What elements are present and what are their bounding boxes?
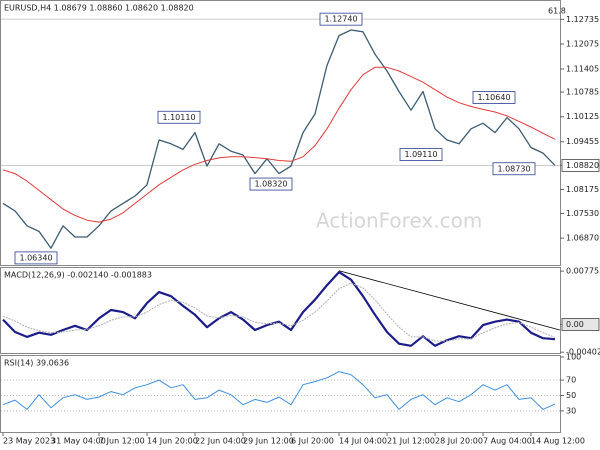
- annotation-label: 1.08320: [254, 180, 287, 189]
- macd-panel: [0, 267, 561, 354]
- x-tick-label: 6 Jul 20:00: [291, 437, 334, 446]
- x-tick-label: 14 Jun 20:00: [147, 437, 198, 446]
- y-tick-label: 1.09455: [566, 137, 599, 146]
- macd-title: MACD(12,26,9) -0.002140 -0.001883: [4, 271, 152, 280]
- y-tick-label: 1.06870: [566, 234, 599, 243]
- annotation-label: 1.10640: [477, 93, 510, 102]
- y-tick-label: 1.10125: [566, 112, 599, 121]
- y-tick-label: 70: [566, 376, 576, 385]
- series-line: [2, 371, 556, 410]
- y-tick-label: 1.07530: [566, 209, 599, 218]
- annotation-label: 1.06340: [19, 253, 52, 262]
- annotation-label: 1.08730: [497, 164, 530, 173]
- y-tick-label: 1.11405: [566, 64, 599, 73]
- y-tick-label: 0.007753: [566, 267, 600, 276]
- annotation-box: [249, 177, 293, 191]
- series-line: [2, 29, 556, 249]
- x-tick-label: 28 Jul 20:00: [435, 437, 483, 446]
- x-tick-label: 14 Jul 04:00: [339, 437, 387, 446]
- tick-box: [561, 318, 600, 331]
- annotation-box: [399, 148, 443, 161]
- annotation-label: 1.10110: [162, 113, 195, 122]
- annotation-box: [157, 110, 201, 124]
- x-tick-label: 14 Aug 12:00: [531, 437, 585, 446]
- annotation-box: [14, 251, 58, 265]
- price-panel: [0, 0, 561, 266]
- rsi-title: RSI(14) 39.0636: [4, 359, 69, 368]
- x-tick-label: 31 May 04:00: [51, 437, 106, 446]
- y-tick-label: 1.10785: [566, 88, 599, 97]
- rsi-panel: [0, 355, 561, 433]
- watermark: ActionForex.com: [316, 209, 482, 233]
- y-tick-label: 50: [566, 391, 576, 400]
- x-tick-label: 23 May 2023: [3, 437, 55, 446]
- annotation-box: [319, 12, 363, 26]
- y-tick-label: 1.08820: [566, 161, 599, 170]
- chart-title: EURUSD,H4 1.08679 1.08860 1.08620 1.0882…: [4, 4, 194, 13]
- y-tick-label: 1.08175: [566, 185, 599, 194]
- annotation-label: 1.12740: [324, 15, 357, 24]
- series-line: [2, 271, 556, 347]
- x-tick-label: 7 Jun 12:00: [99, 437, 145, 446]
- x-tick-label: 21 Jul 12:00: [387, 437, 435, 446]
- y-tick-label: 1.12735: [566, 15, 599, 24]
- y-tick-label: 100: [566, 353, 581, 362]
- y-tick-label: 30: [566, 406, 576, 415]
- x-tick-label: 22 Jun 04:00: [195, 437, 246, 446]
- y-tick-label: 0.00: [566, 320, 584, 329]
- level-label: 61.8: [548, 7, 566, 16]
- annotation-label: 1.09110: [404, 150, 437, 159]
- x-tick-label: 29 Jun 12:00: [243, 437, 294, 446]
- tick-box: [561, 158, 600, 172]
- x-tick-label: 7 Aug 04:00: [483, 437, 532, 446]
- trend-line: [338, 270, 560, 331]
- series-line: [2, 66, 556, 223]
- annotation-box: [472, 91, 516, 104]
- y-tick-label: 1.12075: [566, 39, 599, 48]
- y-tick-label: -0.004027: [566, 348, 600, 357]
- annotation-box: [492, 162, 536, 176]
